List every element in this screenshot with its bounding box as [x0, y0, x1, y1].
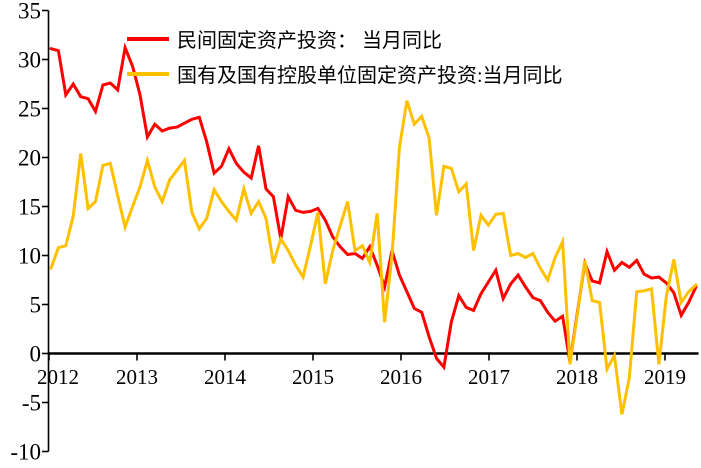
y-tick-label: 35	[18, 0, 41, 24]
legend-label-state-fai: 国有及国有控股单位固定资产投资:当月同比	[177, 65, 563, 87]
x-tick-label: 2018	[556, 365, 598, 389]
y-tick-label: 10	[18, 244, 41, 269]
y-tick-label: 20	[18, 146, 41, 171]
x-tick-label: 2012	[37, 365, 79, 389]
y-tick-label: -5	[22, 391, 41, 416]
x-tick-label: 2015	[292, 365, 334, 389]
x-tick-label: 2017	[468, 365, 510, 389]
legend-item-private-fai: 民间固定资产投资： 当月同比	[127, 21, 563, 56]
x-tick-label: 2013	[116, 365, 158, 389]
y-tick-label: 30	[18, 48, 41, 73]
y-tick-label: 25	[18, 97, 41, 122]
y-tick-label: -10	[10, 440, 41, 465]
legend-swatch-private-fai	[127, 36, 169, 41]
x-tick-label: 2014	[204, 365, 247, 389]
state-fai-line	[49, 100, 698, 415]
x-tick-label: 2016	[380, 365, 422, 389]
legend-item-state-fai: 国有及国有控股单位固定资产投资:当月同比	[127, 56, 563, 91]
legend-label-private-fai: 民间固定资产投资： 当月同比	[177, 30, 442, 52]
legend-swatch-state-fai	[127, 71, 169, 76]
x-tick-label: 2019	[644, 365, 686, 389]
y-tick-label: 15	[18, 195, 41, 220]
chart-legend: 民间固定资产投资： 当月同比 国有及国有控股单位固定资产投资:当月同比	[127, 21, 563, 91]
y-tick-label: 0	[30, 342, 42, 367]
private-fai-line	[49, 42, 698, 371]
y-tick-label: 5	[30, 293, 42, 318]
